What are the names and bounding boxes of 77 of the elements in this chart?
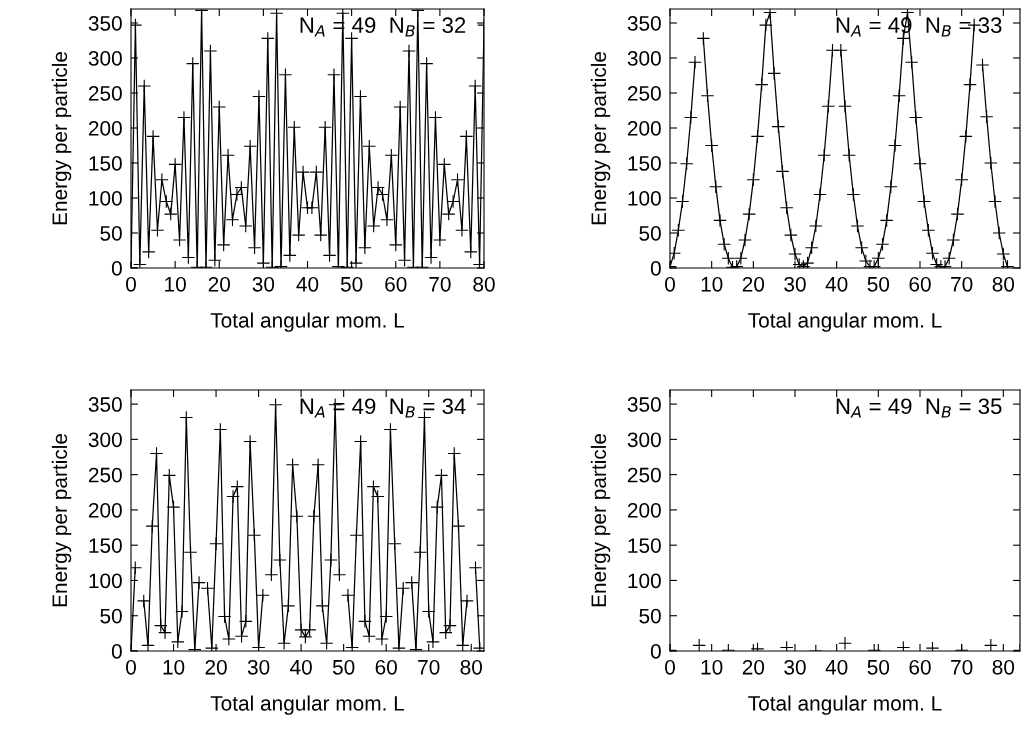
x-tick-label: 0 — [665, 276, 675, 292]
x-tick-label: 50 — [332, 659, 355, 675]
y-tick-label: 200 — [88, 121, 122, 136]
y-tick-label: 350 — [627, 397, 661, 412]
x-tick-label: 40 — [296, 276, 319, 292]
y-tick-label: 100 — [628, 573, 661, 589]
y-axis-title: Energy per particle — [51, 51, 72, 225]
x-tick-label: 70 — [418, 659, 440, 675]
y-tick-label: 200 — [627, 121, 661, 136]
x-tick-label: 50 — [867, 659, 890, 675]
y-tick-label: 350 — [88, 397, 122, 412]
x-tick-label: 30 — [784, 276, 806, 292]
x-tick-label: 0 — [126, 659, 136, 675]
x-tick-label: 20 — [742, 659, 765, 675]
y-tick-label: 0 — [650, 261, 661, 276]
y-tick-label: 150 — [628, 538, 661, 553]
annotation: N$_{A}$ = 49 N$_{B}$ = 35 — [836, 398, 1002, 418]
y-tick-label: 300 — [88, 432, 122, 448]
y-tick-label: 100 — [89, 191, 122, 206]
y-axis-title: Energy per particle — [51, 433, 72, 607]
y-tick-label: 100 — [89, 573, 122, 589]
x-tick-label: 50 — [867, 276, 890, 292]
x-tick-label: 80 — [460, 659, 483, 675]
x-tick-label: 80 — [473, 276, 495, 292]
y-tick-label: 50 — [100, 608, 122, 624]
x-axis-title: Total angular mom. L — [748, 695, 942, 715]
y-tick-label: 300 — [88, 51, 122, 66]
x-tick-label: 10 — [701, 659, 723, 675]
x-tick-label: 80 — [992, 276, 1015, 292]
y-tick-label: 50 — [639, 226, 661, 241]
x-tick-label: 60 — [375, 659, 397, 675]
x-tick-label: 70 — [951, 659, 973, 675]
x-tick-label: 0 — [665, 659, 675, 675]
x-tick-label: 70 — [429, 276, 451, 292]
x-tick-label: 60 — [385, 276, 407, 292]
y-tick-label: 0 — [111, 261, 122, 276]
y-tick-label: 300 — [627, 51, 661, 66]
x-tick-label: 30 — [247, 659, 270, 675]
y-tick-label: 250 — [88, 467, 122, 483]
y-tick-label: 250 — [627, 467, 661, 483]
x-axis-title: Total angular mom. L — [210, 312, 405, 332]
x-tick-label: 10 — [701, 276, 723, 292]
x-tick-label: 70 — [951, 276, 973, 292]
y-tick-label: 50 — [639, 608, 661, 624]
y-tick-label: 300 — [627, 432, 661, 448]
y-tick-label: 150 — [628, 156, 661, 171]
x-tick-label: 30 — [252, 276, 275, 292]
y-tick-label: 150 — [89, 538, 122, 553]
x-tick-label: 20 — [205, 659, 227, 675]
y-axis-title: Energy per particle — [590, 433, 611, 607]
y-tick-label: 250 — [88, 86, 122, 101]
x-tick-label: 20 — [208, 276, 231, 292]
y-tick-label: 200 — [627, 502, 661, 518]
x-tick-label: 10 — [165, 276, 186, 292]
x-axis-title: Total angular mom. L — [210, 695, 405, 715]
y-axis-title: Energy per particle — [590, 51, 611, 225]
y-tick-label: 250 — [627, 86, 661, 101]
x-axis-title: Total angular mom. L — [748, 312, 942, 332]
x-tick-label: 20 — [742, 276, 765, 292]
x-tick-label: 30 — [784, 659, 806, 675]
x-tick-label: 0 — [126, 276, 136, 292]
x-tick-label: 10 — [163, 659, 185, 675]
x-tick-label: 50 — [340, 276, 363, 292]
y-tick-label: 350 — [627, 16, 661, 31]
y-tick-label: 200 — [88, 502, 122, 518]
y-tick-label: 150 — [89, 156, 122, 171]
y-tick-label: 350 — [88, 16, 122, 31]
x-tick-label: 60 — [909, 276, 931, 292]
x-tick-label: 80 — [992, 659, 1015, 675]
x-tick-label: 60 — [909, 659, 931, 675]
y-tick-label: 50 — [100, 226, 122, 241]
x-tick-label: 40 — [825, 276, 848, 292]
x-tick-label: 40 — [290, 659, 312, 675]
y-tick-label: 0 — [111, 644, 122, 659]
y-tick-label: 0 — [650, 644, 661, 659]
x-tick-label: 40 — [825, 659, 848, 675]
y-tick-label: 100 — [628, 191, 661, 206]
